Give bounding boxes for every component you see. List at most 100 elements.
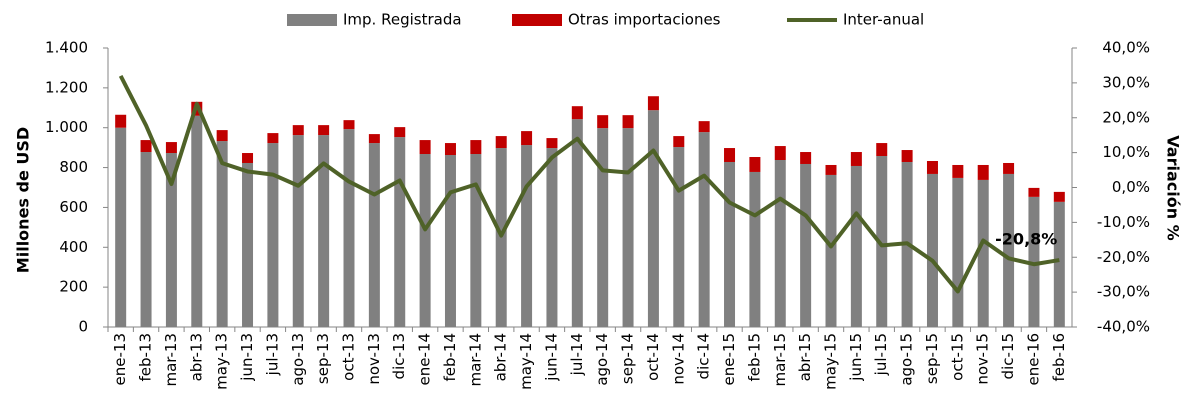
bar [699,132,710,327]
chart: Millones de USD Variación % 020040060080… [0,0,1187,400]
bar [344,120,355,129]
bar [572,119,583,327]
bar [470,140,481,154]
bar [521,145,532,327]
x-tick-label: feb-16 [1050,333,1068,382]
bar [952,178,963,327]
y2-tick-label: 10,0% [1102,143,1150,161]
bar [623,115,634,128]
bar [521,131,532,145]
bar [978,180,989,327]
x-tick-label: ene-16 [1024,333,1042,385]
y2-tick-label: 40,0% [1102,39,1150,57]
bar [318,125,329,135]
bar [217,130,228,141]
bar [293,135,304,327]
x-tick-label: dic-14 [695,333,713,379]
legend-label: Imp. Registrada [343,11,462,29]
x-tick-label: mar-13 [162,333,180,387]
bar [927,161,938,174]
bar [749,157,760,172]
y2-tick-label: 0,0% [1112,178,1150,196]
x-tick-label: abr-14 [492,333,510,381]
x-tick-label: mar-14 [466,333,484,387]
x-tick-label: ene-14 [416,333,434,385]
x-tick-label: abr-13 [187,333,205,381]
x-tick-label: sep-14 [619,333,637,384]
bar [597,128,608,327]
bar [344,129,355,327]
x-tick-label: dic-13 [390,333,408,379]
x-tick-label: oct-13 [340,333,358,381]
y-axis-title: Millones de USD [14,127,33,273]
x-tick-label: ene-13 [111,333,129,385]
bar [800,164,811,327]
bar [242,153,253,163]
y2-tick-label: -20,0% [1097,248,1150,266]
x-tick-label: jul-14 [568,333,586,376]
y2-axis-title: Variación % [1164,135,1183,240]
y-tick-label: 800 [59,158,88,176]
line [121,76,1060,292]
legend-label: Otras importaciones [568,11,721,29]
bar [876,143,887,156]
bar [1003,163,1014,174]
x-tick-label: oct-14 [644,333,662,381]
bar [141,140,152,152]
x-tick-label: nov-15 [974,333,992,385]
bar [217,141,228,327]
x-tick-label: may-14 [517,333,535,390]
x-tick-label: dic-15 [999,333,1017,379]
x-tick-label: mar-15 [771,333,789,387]
bar [1054,192,1065,202]
y-tick-label: 0 [78,318,88,336]
x-tick-label: jul-15 [872,333,890,376]
y2-tick-label: 30,0% [1102,73,1150,91]
bar [115,115,126,128]
bar [597,115,608,128]
bar [826,175,837,327]
x-tick-label: ago-15 [898,333,916,386]
bar [445,155,456,327]
bar [978,165,989,180]
bar [115,128,126,327]
x-tick-label: ago-13 [289,333,307,386]
y-tick-label: 1.200 [45,78,88,96]
bar [394,127,405,137]
y-tick-label: 1.400 [45,39,88,57]
bar [267,133,278,143]
bar [724,148,735,162]
x-tick-label: jul-13 [263,333,281,376]
y2-tick-label: 20,0% [1102,108,1150,126]
bar [369,143,380,327]
bar [826,165,837,175]
y2-tick-label: -30,0% [1097,283,1150,301]
bar [749,172,760,327]
bar [699,121,710,132]
bar [623,128,634,327]
x-tick-label: may-15 [822,333,840,390]
bar [293,125,304,135]
x-tick-label: jun-13 [238,333,256,382]
x-tick-label: oct-15 [948,333,966,381]
bar [141,152,152,327]
bar [394,137,405,327]
x-tick-label: feb-13 [137,333,155,382]
bar [673,147,684,327]
bar [242,163,253,327]
y-tick-label: 1.000 [45,118,88,136]
x-tick-label: ene-15 [720,333,738,385]
bar [673,136,684,147]
bar [546,148,557,327]
bar [648,96,659,110]
x-tick-label: nov-14 [669,333,687,385]
bar [927,174,938,327]
bar [369,134,380,143]
bar [648,110,659,327]
y-tick-label: 600 [59,198,88,216]
y-tick-label: 200 [59,278,88,296]
bar [420,140,431,154]
legend-swatch [287,14,337,26]
bar [572,106,583,119]
legend-label: Inter-anual [843,11,924,29]
